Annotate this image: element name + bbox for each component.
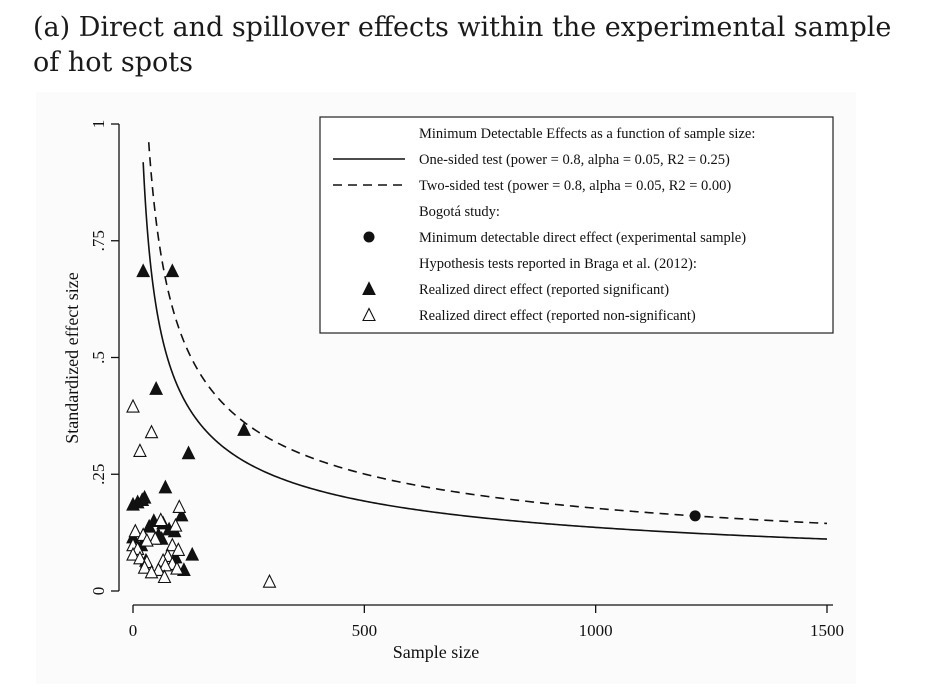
non-significant-effect-point: [165, 537, 180, 552]
y-axis-title: Standardized effect size: [62, 272, 82, 444]
legend-box: [319, 116, 834, 334]
non-significant-effect-point: [126, 398, 140, 413]
significant-effect-point: [142, 518, 157, 533]
non-significant-effect-point: [153, 512, 168, 527]
non-significant-effect-point: [133, 443, 147, 457]
legend-label: Bogotá study:: [419, 204, 500, 220]
significant-effect-point: [185, 546, 200, 561]
legend-label: One-sided test (power = 0.8, alpha = 0.0…: [419, 152, 730, 168]
non-significant-effect-point: [171, 542, 186, 556]
non-significant-effect-point: [168, 517, 183, 532]
legend-label: Hypothesis tests reported in Braga et al…: [419, 256, 697, 272]
significant-effect-point: [126, 496, 140, 511]
non-significant-effect-point: [128, 523, 143, 538]
two-sided-test-curve: [147, 142, 828, 525]
legend-circle-marker: [363, 231, 375, 243]
non-significant-effect-point: [157, 569, 172, 584]
y-tick-label: 1: [89, 120, 108, 129]
legend-filled-triangle: [362, 281, 376, 296]
non-significant-effect-point: [172, 499, 187, 513]
legend-label: Realized direct effect (reported non-sig…: [419, 308, 696, 324]
x-tick-label: 1500: [810, 621, 844, 640]
y-tick-label: 0: [89, 587, 108, 596]
y-tick-label: .75: [89, 230, 108, 251]
significant-effect-point: [181, 445, 196, 460]
legend: Minimum Detectable Effects as a function…: [319, 116, 834, 334]
one-sided-test-curve: [142, 162, 828, 540]
legend-label: Minimum Detectable Effects as a function…: [419, 126, 755, 142]
legend-label: Two-sided test (power = 0.8, alpha = 0.0…: [419, 178, 731, 194]
significant-effect-point: [136, 263, 151, 278]
y-tick-label: .5: [89, 351, 108, 364]
non-significant-effect-point: [158, 557, 173, 572]
x-tick-label: 0: [129, 621, 138, 640]
curves: [142, 142, 828, 540]
significant-effect-point: [174, 507, 189, 522]
mde-point: [689, 510, 701, 522]
x-tick-label: 500: [352, 621, 378, 640]
legend-label: Minimum detectable direct effect (experi…: [419, 230, 746, 246]
non-significant-effect-point: [262, 573, 277, 588]
non-significant-effect-point: [126, 546, 140, 561]
legend-label: Realized direct effect (reported signifi…: [419, 282, 669, 298]
non-significant-effect-point: [170, 560, 184, 575]
significant-effect-point: [149, 381, 164, 395]
figure-caption: (a) Direct and spillover effects within …: [33, 12, 892, 78]
non-significant-effect-point: [144, 564, 159, 579]
legend-hollow-triangle: [362, 307, 376, 322]
non-significant-effect-point: [148, 530, 163, 545]
x-axis-title: Sample size: [393, 642, 479, 662]
x-tick-label: 1000: [579, 621, 613, 640]
significant-effect-point: [158, 479, 173, 494]
non-significant-effect-point: [133, 550, 147, 565]
markers: [126, 263, 701, 588]
y-tick-label: .25: [89, 464, 108, 485]
non-significant-effect-point: [137, 559, 152, 574]
significant-effect-point: [165, 263, 180, 278]
non-significant-effect-point: [139, 532, 154, 547]
axes: 0 .25 .5 .75 1 Standardized effect size 0 500 10…: [62, 120, 844, 662]
significant-effect-point: [237, 422, 251, 436]
non-significant-effect-point: [144, 424, 159, 439]
